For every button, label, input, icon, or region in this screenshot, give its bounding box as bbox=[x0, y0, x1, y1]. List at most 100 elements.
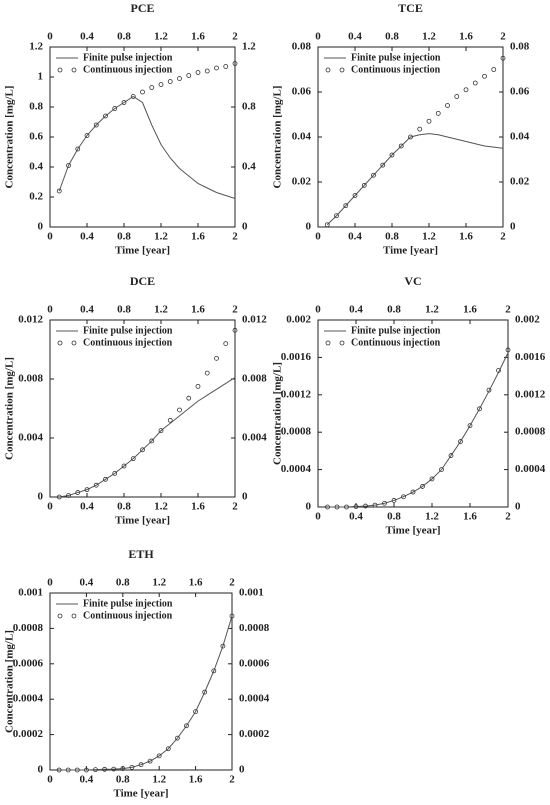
y-tick-label: 0.002 bbox=[286, 314, 311, 326]
top-x-tick-label: 1.6 bbox=[189, 577, 203, 589]
series-marker bbox=[325, 504, 330, 510]
right-y-tick-label: 0.06 bbox=[510, 86, 530, 98]
series-marker bbox=[220, 643, 226, 649]
top-x-tick-label: 1.6 bbox=[463, 304, 477, 316]
series-marker bbox=[448, 453, 454, 458]
top-x-tick-label: 0 bbox=[47, 577, 53, 589]
x-tick-label: 1.6 bbox=[189, 774, 203, 786]
series-marker bbox=[202, 689, 208, 695]
series-marker bbox=[344, 504, 349, 510]
series-marker bbox=[482, 73, 487, 79]
series-marker bbox=[334, 213, 339, 219]
series-marker bbox=[454, 94, 460, 99]
series-marker bbox=[120, 766, 126, 771]
series-marker bbox=[477, 406, 482, 412]
x-tick-label: 0 bbox=[315, 511, 321, 523]
series-marker bbox=[463, 87, 469, 93]
series-line bbox=[327, 352, 509, 508]
legend-label: Continuous injection bbox=[351, 64, 441, 75]
y-tick-label: 0.004 bbox=[18, 432, 43, 444]
legend-label: Finite pulse injection bbox=[83, 598, 173, 609]
series-marker bbox=[66, 163, 71, 168]
y-tick-label: 0.06 bbox=[292, 86, 312, 98]
x-tick-label: 0.4 bbox=[80, 774, 94, 786]
x-tick-label: 1.2 bbox=[422, 231, 436, 243]
legend-marker-swatch bbox=[325, 340, 331, 346]
y-tick-label: 0.012 bbox=[18, 314, 43, 326]
plot-frame bbox=[49, 319, 236, 498]
series-marker bbox=[158, 428, 164, 434]
top-x-tick-label: 2 bbox=[232, 304, 238, 316]
right-y-tick-label: 0.001 bbox=[239, 587, 264, 599]
y-tick-label: 0.0004 bbox=[13, 693, 44, 705]
series-marker bbox=[75, 146, 81, 152]
series-marker bbox=[112, 470, 118, 476]
top-x-tick-label: 1.2 bbox=[152, 577, 166, 589]
series-marker bbox=[223, 64, 229, 69]
y-tick-label: 0.0012 bbox=[281, 388, 312, 400]
top-x-tick-label: 0 bbox=[47, 304, 53, 316]
series-marker bbox=[458, 439, 463, 444]
series-marker bbox=[398, 143, 404, 149]
x-axis-label: Time [year] bbox=[113, 788, 168, 800]
x-tick-label: 0 bbox=[47, 774, 53, 786]
right-y-tick-label: 0.012 bbox=[242, 314, 267, 326]
y-tick-label: 0.0008 bbox=[281, 426, 312, 438]
x-tick-label: 0.4 bbox=[80, 501, 94, 513]
y-tick-label: 0.0008 bbox=[13, 622, 44, 634]
legend-label: Finite pulse injection bbox=[83, 52, 173, 63]
top-x-tick-label: 0.4 bbox=[349, 304, 363, 316]
series-line bbox=[58, 95, 236, 199]
y-tick-label: 0.02 bbox=[292, 176, 312, 188]
legend-marker-swatch bbox=[57, 67, 63, 73]
series-marker bbox=[353, 504, 359, 509]
series-marker bbox=[324, 222, 330, 228]
legend-marker-swatch bbox=[71, 340, 77, 346]
x-tick-label: 0 bbox=[47, 501, 53, 513]
series-line bbox=[59, 377, 236, 498]
series-marker bbox=[361, 182, 367, 188]
x-tick-label: 0.8 bbox=[385, 231, 399, 243]
series-marker bbox=[232, 327, 238, 333]
right-y-tick-label: 0.02 bbox=[510, 176, 530, 188]
x-tick-label: 1.6 bbox=[191, 231, 205, 243]
y-tick-label: 1 bbox=[38, 71, 44, 83]
series-marker bbox=[363, 503, 368, 509]
x-axis-label: Time [year] bbox=[115, 245, 170, 257]
series-marker bbox=[112, 106, 118, 111]
x-tick-label: 1.6 bbox=[463, 511, 477, 523]
chart-title: DCE bbox=[130, 274, 155, 288]
legend-label: Finite pulse injection bbox=[83, 325, 173, 336]
series-line bbox=[59, 615, 233, 771]
series-line bbox=[326, 133, 504, 226]
series-marker bbox=[223, 341, 229, 347]
top-x-tick-label: 0 bbox=[315, 31, 321, 43]
x-tick-label: 0 bbox=[315, 231, 321, 243]
x-tick-label: 2 bbox=[505, 511, 511, 523]
x-tick-label: 0.8 bbox=[117, 501, 131, 513]
series-marker bbox=[401, 494, 406, 500]
y-axis-label: Concentration [mg/L] bbox=[272, 362, 284, 465]
y-tick-label: 0 bbox=[306, 221, 312, 233]
series-marker bbox=[420, 484, 425, 489]
right-y-tick-label: 0.0006 bbox=[239, 657, 270, 669]
series-marker bbox=[352, 193, 358, 198]
series-marker bbox=[408, 134, 413, 140]
top-x-tick-label: 1.6 bbox=[459, 31, 473, 43]
x-axis-label: Time [year] bbox=[383, 245, 438, 257]
top-x-tick-label: 1.2 bbox=[154, 31, 168, 43]
right-y-tick-label: 0.08 bbox=[510, 41, 530, 53]
series-marker bbox=[184, 723, 189, 729]
series-marker bbox=[174, 735, 180, 741]
y-tick-label: 0.001 bbox=[18, 587, 43, 599]
y-tick-label: 0.6 bbox=[29, 131, 43, 143]
right-y-tick-label: 0.0008 bbox=[515, 426, 546, 438]
legend-marker-swatch bbox=[339, 340, 345, 346]
series-marker bbox=[334, 504, 340, 510]
series-marker bbox=[75, 490, 81, 495]
series-marker bbox=[204, 68, 210, 74]
x-tick-label: 0 bbox=[47, 231, 53, 243]
right-y-tick-label: 0.002 bbox=[515, 314, 540, 326]
series-marker bbox=[496, 368, 501, 373]
top-x-tick-label: 0.4 bbox=[80, 304, 94, 316]
